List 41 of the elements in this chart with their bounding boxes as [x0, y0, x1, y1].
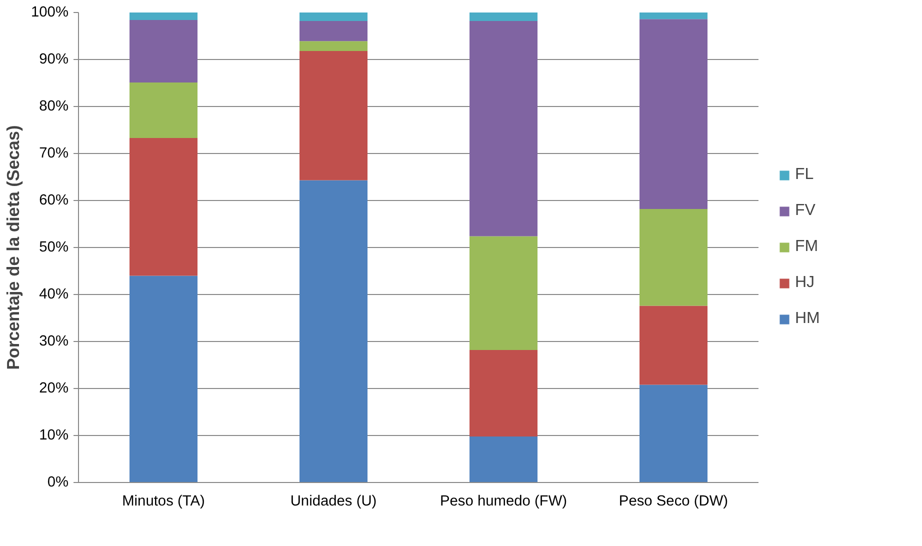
y-tick-label: 40%	[39, 286, 69, 302]
y-tick-label: 10%	[39, 428, 69, 444]
y-tick-label: 60%	[39, 192, 69, 208]
x-tick-label: Peso humedo (FW)	[440, 494, 568, 510]
x-tick-label: Minutos (TA)	[122, 494, 205, 510]
y-tick-label: 100%	[31, 4, 69, 20]
bar	[640, 12, 708, 20]
bar	[640, 208, 708, 306]
y-tick-label: 90%	[39, 52, 69, 68]
y-tick-label: 80%	[39, 98, 69, 114]
bar	[130, 12, 198, 20]
bar	[300, 20, 368, 42]
y-tick-label: 70%	[39, 146, 69, 162]
bar	[470, 20, 538, 236]
bar	[130, 20, 198, 83]
x-tick-label: Peso Seco (DW)	[618, 494, 728, 510]
legend-label: HM	[795, 310, 820, 328]
bar	[130, 276, 198, 482]
legend-label: FL	[795, 166, 815, 184]
y-tick-label: 30%	[39, 334, 69, 350]
bar	[470, 12, 538, 21]
bar	[300, 180, 368, 482]
legend-label: FV	[795, 202, 816, 220]
bar	[470, 350, 538, 436]
bar	[300, 51, 368, 180]
legend-label: FM	[795, 238, 818, 256]
bar	[470, 236, 538, 350]
bar	[130, 82, 198, 138]
bar	[130, 138, 198, 276]
legend-label: HJ	[795, 274, 815, 292]
bar	[300, 41, 368, 52]
bar	[470, 436, 538, 482]
y-axis-title: Porcentaje de la dieta (Secas)	[3, 125, 24, 370]
bar	[640, 384, 708, 482]
bar	[640, 306, 708, 385]
y-tick-label: 20%	[39, 380, 69, 396]
bar	[640, 19, 708, 209]
x-tick-label: Unidades (U)	[290, 494, 377, 510]
y-tick-label: 0%	[47, 474, 69, 490]
y-tick-label: 50%	[39, 240, 69, 256]
bar	[300, 12, 368, 21]
